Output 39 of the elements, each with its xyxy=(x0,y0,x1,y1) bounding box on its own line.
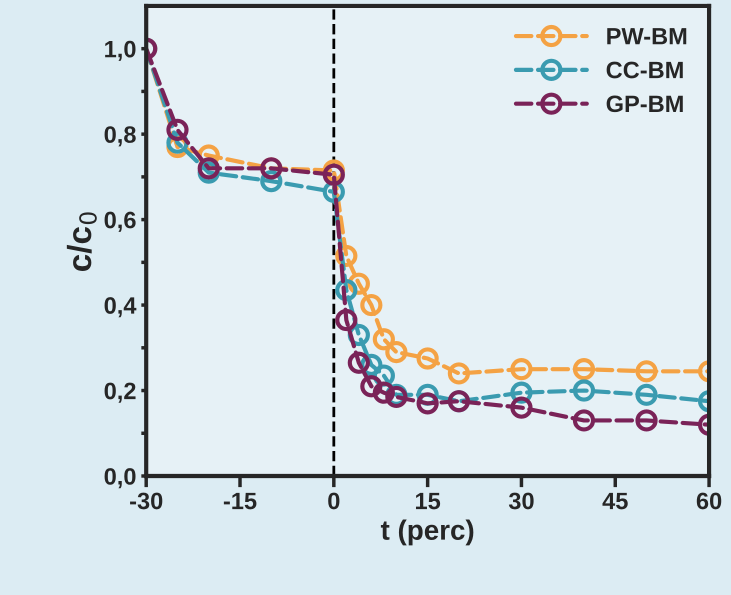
x-tick-label: 15 xyxy=(416,492,440,510)
x-tick-label: 45 xyxy=(602,492,628,510)
x-tick-label: 0 xyxy=(328,492,340,510)
point xyxy=(635,360,658,382)
x-tick-label: 60 xyxy=(696,492,722,510)
point xyxy=(335,308,358,332)
y-tick-label: 0,0 xyxy=(104,468,136,488)
point xyxy=(348,352,370,374)
point xyxy=(572,379,596,402)
y-tick-label: 1,0 xyxy=(105,40,136,61)
y-tick-label: 0,8 xyxy=(104,126,136,146)
point xyxy=(360,294,382,316)
x-axis-title: t (perc) xyxy=(380,520,474,546)
y-axis-title: c/c$_{0}$ xyxy=(66,212,97,272)
point xyxy=(198,157,220,180)
point xyxy=(322,164,345,186)
point xyxy=(360,375,382,398)
point xyxy=(372,328,395,350)
point xyxy=(635,384,658,406)
point xyxy=(385,340,408,364)
point xyxy=(572,358,596,380)
point xyxy=(372,382,395,404)
point xyxy=(416,392,439,414)
point xyxy=(572,409,596,432)
point xyxy=(166,118,189,141)
x-tick-label: -30 xyxy=(130,492,162,510)
x-tick-label: -15 xyxy=(224,492,256,510)
x-tick-label: 30 xyxy=(508,492,534,510)
legend-label: GP-BM xyxy=(606,95,683,112)
point xyxy=(510,396,533,419)
y-tick-label: 0,2 xyxy=(104,382,136,403)
legend-label: PW-BM xyxy=(607,28,686,44)
y-tick-label: 0,6 xyxy=(104,212,136,232)
point xyxy=(510,358,533,380)
point xyxy=(416,347,439,370)
point xyxy=(448,362,470,385)
legend-label: CC-BM xyxy=(606,62,683,78)
point xyxy=(635,409,658,432)
y-tick-label: 0,4 xyxy=(104,297,136,318)
